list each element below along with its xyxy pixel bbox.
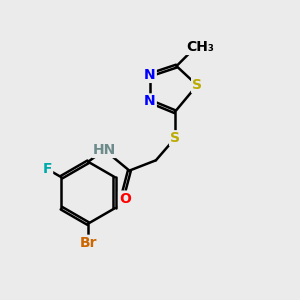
Text: HN: HN xyxy=(93,143,116,157)
Text: S: S xyxy=(170,131,180,145)
Text: N: N xyxy=(144,94,156,108)
Text: S: S xyxy=(192,78,202,92)
Text: Br: Br xyxy=(80,236,97,250)
Text: CH₃: CH₃ xyxy=(186,40,214,54)
Text: F: F xyxy=(43,162,52,176)
Text: N: N xyxy=(144,68,156,82)
Text: O: O xyxy=(119,192,131,206)
